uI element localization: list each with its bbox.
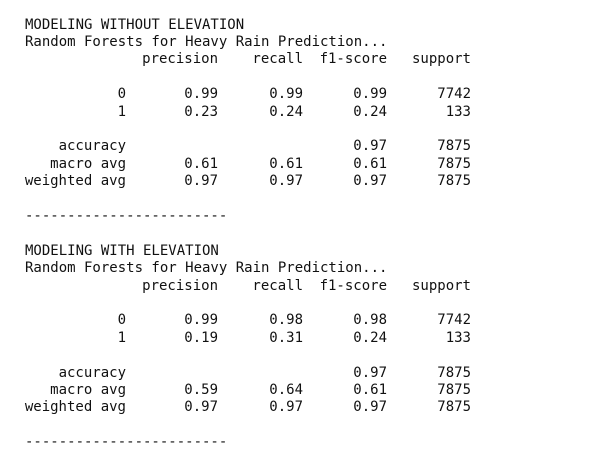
row-label: accuracy (58, 364, 126, 381)
cell: 0.97 (353, 399, 387, 416)
cell: 7875 (437, 138, 471, 155)
column-header: precision (142, 277, 218, 294)
column-header: support (411, 277, 471, 294)
cell: 0.64 (269, 381, 303, 398)
cell: 7875 (437, 364, 471, 381)
cell: 0.97 (353, 173, 387, 190)
row-label: weighted avg (24, 173, 126, 190)
cell: 0.19 (184, 329, 218, 346)
cell: 0.31 (269, 329, 303, 346)
column-header: recall (252, 51, 303, 68)
column-header: recall (252, 277, 303, 294)
cell: 0.98 (353, 312, 387, 329)
cell: 7875 (437, 399, 471, 416)
column-header: precision (142, 51, 218, 68)
cell: 0.24 (269, 103, 303, 120)
cell: 0.98 (269, 312, 303, 329)
cell: 0.99 (184, 86, 218, 103)
cell: 7742 (437, 312, 471, 329)
cell: 0.24 (353, 329, 387, 346)
report-subtitle: Random Forests for Heavy Rain Prediction… (25, 33, 388, 50)
report-title: MODELING WITH ELEVATION (25, 242, 219, 259)
row-label: macro avg (50, 155, 126, 172)
cell: 7875 (437, 155, 471, 172)
cell: 0.97 (269, 399, 303, 416)
row-label: 0 (117, 86, 126, 103)
cell: 0.61 (269, 155, 303, 172)
row-label: 1 (117, 329, 126, 346)
cell: 0.97 (353, 364, 387, 381)
cell: 0.24 (353, 103, 387, 120)
cell: 133 (445, 329, 471, 346)
cell: 0.97 (184, 399, 218, 416)
column-header: f1-score (319, 51, 387, 68)
column-header: f1-score (319, 277, 387, 294)
cell: 0.23 (184, 103, 218, 120)
separator: ------------------------ (25, 434, 228, 451)
cell: 0.99 (353, 86, 387, 103)
cell: 7742 (437, 86, 471, 103)
report-subtitle: Random Forests for Heavy Rain Prediction… (25, 260, 388, 277)
row-label: 0 (117, 312, 126, 329)
cell: 7875 (437, 381, 471, 398)
row-label: 1 (117, 103, 126, 120)
cell: 0.97 (184, 173, 218, 190)
cell: 0.61 (353, 381, 387, 398)
cell: 0.61 (184, 155, 218, 172)
cell: 0.99 (269, 86, 303, 103)
cell: 0.97 (353, 138, 387, 155)
report-title: MODELING WITHOUT ELEVATION (25, 16, 245, 33)
column-header: support (411, 51, 471, 68)
row-label: weighted avg (24, 399, 126, 416)
cell: 0.59 (184, 381, 218, 398)
row-label: macro avg (50, 381, 126, 398)
separator: ------------------------ (25, 207, 228, 224)
cell: 0.99 (184, 312, 218, 329)
cell: 133 (445, 103, 471, 120)
row-label: accuracy (58, 138, 126, 155)
cell: 0.97 (269, 173, 303, 190)
cell: 0.61 (353, 155, 387, 172)
cell: 7875 (437, 173, 471, 190)
